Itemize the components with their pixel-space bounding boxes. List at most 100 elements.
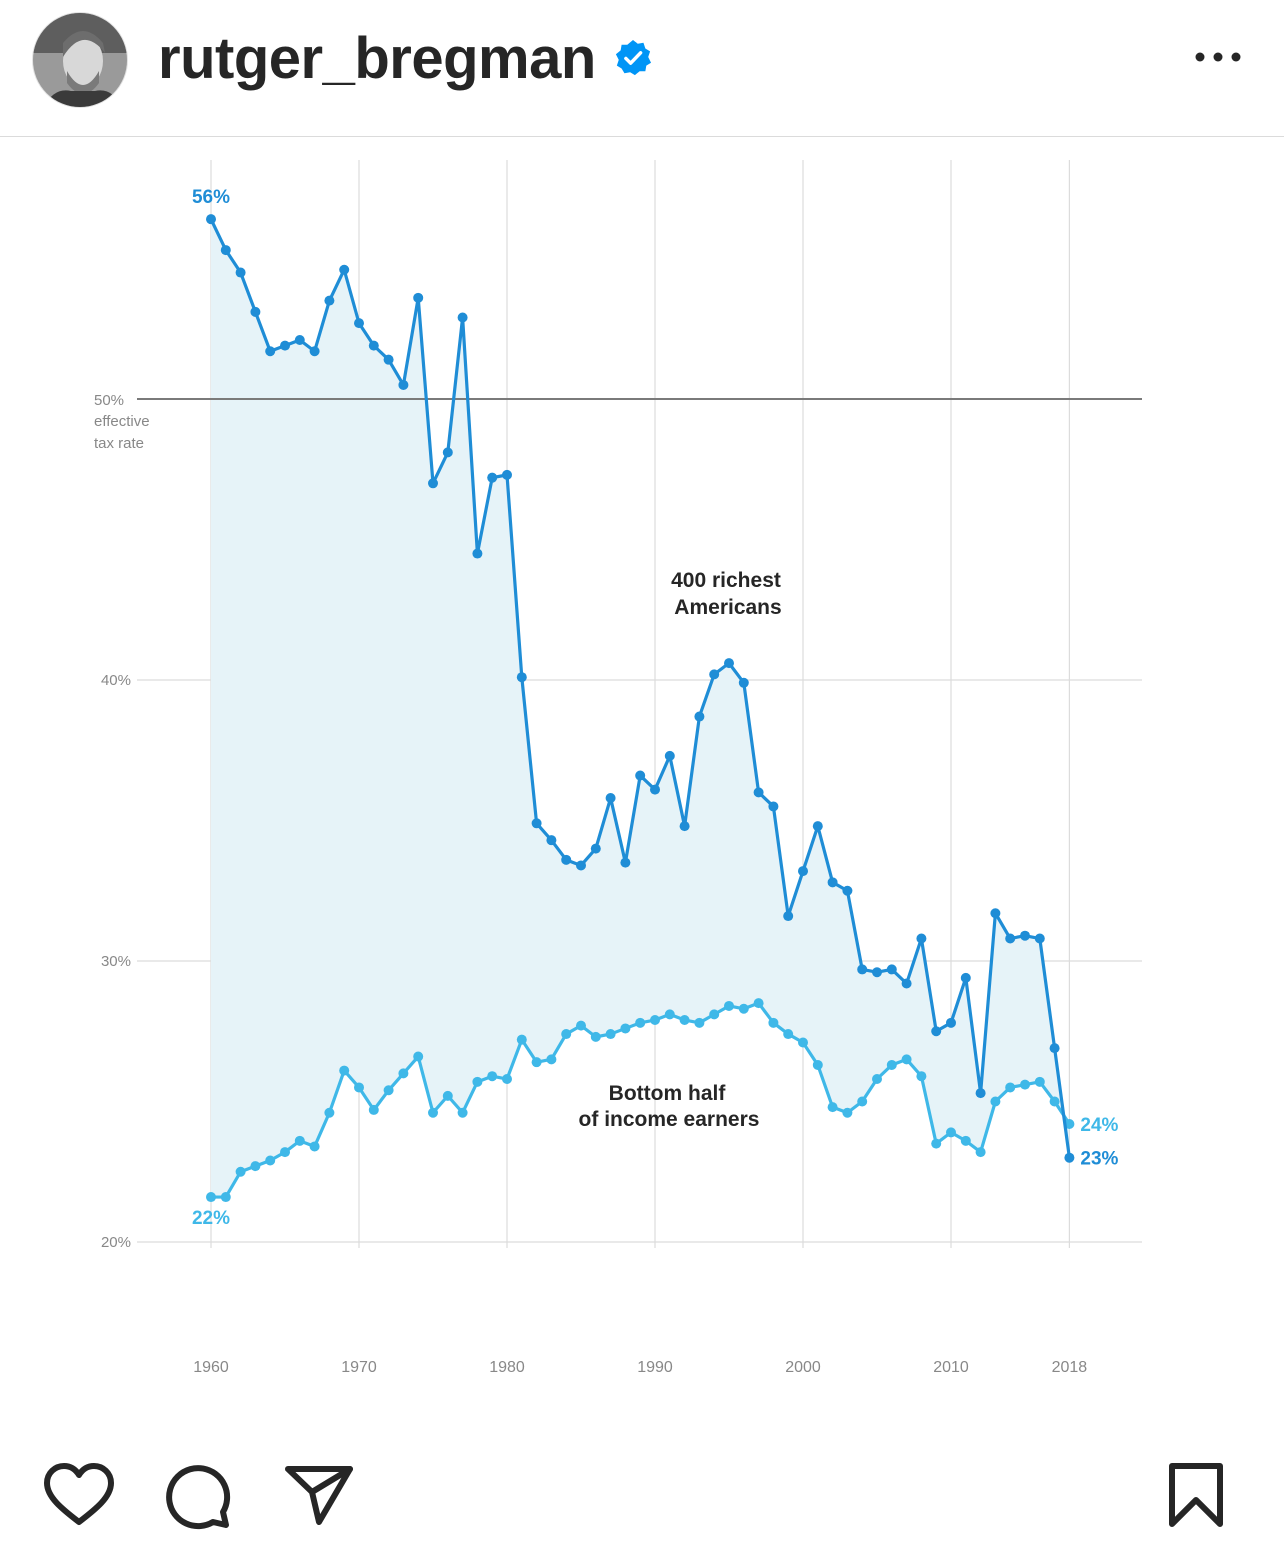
richest-400-data-point [472, 548, 483, 559]
bottom-half-data-point [487, 1071, 498, 1082]
richest-400-data-point [975, 1088, 986, 1099]
richest-400-data-point [398, 379, 409, 390]
richest-400-data-point [990, 908, 1001, 919]
bottom-half-data-point [531, 1057, 542, 1068]
richest-400-data-point [531, 818, 542, 829]
x-tick-label-2010: 2010 [933, 1359, 969, 1376]
bottom-half-data-point [368, 1104, 379, 1115]
richest-400-data-point [679, 821, 690, 832]
bottom-half-data-point [916, 1071, 927, 1082]
richest-400-data-point [250, 306, 261, 317]
x-tick-label-2000: 2000 [785, 1359, 821, 1376]
bottom-half-data-point [650, 1015, 660, 1026]
richest-400-data-point [576, 860, 586, 871]
richest-400-data-point [827, 877, 838, 888]
richest-400-data-point [1034, 933, 1045, 944]
richest-400-data-point [724, 658, 734, 669]
bottom-half-data-point [220, 1192, 231, 1203]
bottom-half-data-point [354, 1082, 364, 1093]
richest-400-data-point [1064, 1152, 1075, 1163]
bottom-half-data-point [235, 1166, 246, 1177]
bottom-half-data-point [664, 1009, 675, 1020]
richest-400-data-point [413, 292, 424, 303]
richest-400-data-point [1049, 1043, 1060, 1054]
bottom-half-data-point [546, 1054, 557, 1065]
bottom-half-data-point [679, 1015, 690, 1026]
rich-end-value-label: 23% [1080, 1149, 1118, 1170]
username[interactable]: rutger_bregman [158, 26, 596, 91]
series-label-rich-line-1: 400 richest [671, 569, 781, 592]
x-tick-label-1970: 1970 [341, 1359, 377, 1376]
richest-400-data-point [960, 972, 971, 983]
richest-400-data-point [590, 843, 601, 854]
bottom-half-data-point [472, 1076, 483, 1087]
richest-400-data-point [457, 312, 468, 323]
bottom-half-data-point [280, 1147, 290, 1158]
richest-400-data-point [605, 793, 616, 804]
bookmark-icon[interactable] [1166, 1462, 1226, 1528]
x-tick-label-1990: 1990 [637, 1359, 673, 1376]
y-axis-note-line-1: effective [94, 413, 150, 430]
bottom-half-data-point [827, 1102, 838, 1113]
bottom-half-data-point [724, 1000, 734, 1011]
series-label-bottom-line-2: of income earners [579, 1108, 760, 1131]
bottom-half-data-point [931, 1138, 942, 1149]
x-tick-label-2018: 2018 [1052, 1359, 1088, 1376]
bottom-half-data-point [413, 1051, 424, 1062]
post-header: rutger_bregman [0, 0, 1284, 137]
richest-400-data-point [857, 964, 868, 975]
bottom-half-data-point [857, 1096, 868, 1107]
richest-400-data-point [235, 267, 246, 278]
richest-400-data-point [812, 821, 823, 832]
heart-icon[interactable] [42, 1462, 116, 1528]
bottom-half-data-point [1049, 1096, 1060, 1107]
richest-400-data-point [1020, 930, 1030, 941]
bottom-half-data-point [339, 1065, 350, 1076]
y-tick-label-20: 20% [101, 1234, 131, 1251]
richest-400-data-point [886, 964, 897, 975]
bottom-half-data-point [428, 1107, 438, 1118]
series-label-rich-line-2: Americans [674, 596, 781, 619]
bottom-half-data-point [768, 1017, 779, 1028]
richest-400-data-point [798, 866, 808, 877]
richest-400-data-point [946, 1017, 956, 1028]
richest-400-data-point [901, 978, 912, 989]
chart-image[interactable]: 20% 30% 40% 50% effective tax rate 1960 … [0, 138, 1284, 1420]
bottom-half-data-point [812, 1059, 823, 1070]
bottom-half-data-point [635, 1017, 646, 1028]
bottom-half-data-point [975, 1147, 986, 1158]
richest-400-data-point [635, 770, 646, 781]
richest-400-data-point [354, 318, 364, 329]
bottom-half-data-point [442, 1090, 453, 1101]
y-tick-label-50: 50% [94, 392, 124, 409]
send-icon[interactable] [283, 1464, 355, 1528]
richest-400-data-point [694, 711, 705, 722]
comment-icon[interactable] [163, 1462, 235, 1534]
y-tick-label-40: 40% [101, 672, 131, 689]
richest-400-data-point [738, 677, 749, 688]
y-axis-note-line-2: tax rate [94, 435, 144, 452]
richest-400-data-point [620, 857, 631, 868]
bottom-half-data-point [1020, 1079, 1030, 1090]
bottom-half-data-point [709, 1009, 720, 1020]
profile-photo-icon [33, 13, 127, 107]
bottom-half-data-point [798, 1037, 808, 1048]
richest-400-data-point [428, 478, 438, 489]
bottom-start-value-label: 22% [192, 1208, 230, 1229]
y-tick-label-30: 30% [101, 953, 131, 970]
richest-400-data-point [709, 669, 720, 680]
richest-400-data-point [753, 787, 764, 798]
richest-400-data-point [206, 214, 216, 225]
bottom-half-data-point [457, 1107, 468, 1118]
bottom-half-data-point [886, 1059, 897, 1070]
bottom-half-data-point [309, 1141, 320, 1152]
x-tick-label-1980: 1980 [489, 1359, 525, 1376]
richest-400-data-point [442, 447, 453, 458]
bottom-half-data-point [738, 1003, 749, 1014]
bottom-half-data-point [383, 1085, 394, 1096]
bottom-half-data-point [620, 1023, 631, 1034]
bottom-half-data-point [753, 998, 764, 1009]
more-options-icon[interactable] [1190, 40, 1250, 74]
avatar[interactable] [32, 12, 128, 108]
bottom-half-data-point [516, 1034, 527, 1045]
